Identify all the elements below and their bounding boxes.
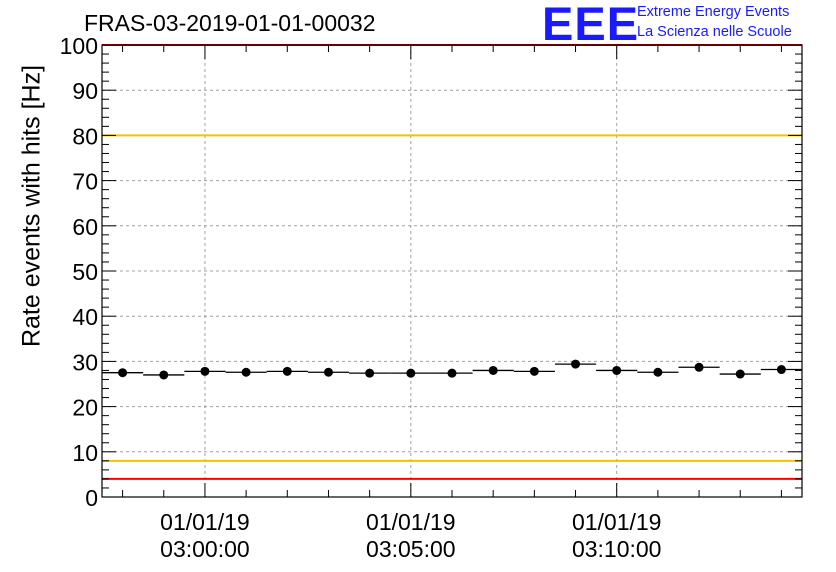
tick-labels: 010203040506070809010001/01/1903:00:0001… (60, 33, 662, 562)
data-point (241, 367, 251, 377)
x-tick-date: 01/01/19 (160, 509, 250, 535)
eee-logo: EEE (542, 0, 640, 50)
data-point (571, 359, 581, 369)
y-tick-label: 80 (72, 123, 98, 149)
data-point (365, 368, 375, 378)
data-point (118, 368, 128, 378)
x-tick-time: 03:10:00 (572, 536, 662, 562)
x-tick-time: 03:05:00 (366, 536, 456, 562)
data-point (529, 366, 539, 376)
y-tick-label: 20 (72, 395, 98, 421)
data-points (102, 359, 802, 380)
data-point (159, 370, 169, 380)
chart-title: FRAS-03-2019-01-01-00032 (84, 10, 376, 36)
y-tick-label: 50 (72, 259, 98, 285)
y-tick-label: 10 (72, 440, 98, 466)
data-point (735, 369, 745, 379)
y-tick-label: 0 (85, 485, 98, 511)
data-point (447, 368, 457, 378)
axes (101, 44, 803, 498)
y-tick-label: 60 (72, 214, 98, 240)
y-tick-label: 30 (72, 349, 98, 375)
y-tick-label: 90 (72, 78, 98, 104)
grid-lines (102, 45, 802, 497)
data-point (282, 366, 292, 376)
data-point (776, 365, 786, 375)
data-point (406, 368, 416, 378)
y-tick-label: 70 (72, 169, 98, 195)
logo-line-1: Extreme Energy Events (637, 4, 790, 20)
data-point (612, 365, 622, 375)
y-tick-label: 100 (60, 33, 98, 59)
x-tick-date: 01/01/19 (366, 509, 456, 535)
x-tick-date: 01/01/19 (572, 509, 662, 535)
logo-line-2: La Scienza nelle Scuole (637, 24, 792, 40)
data-point (694, 362, 704, 372)
y-tick-label: 40 (72, 304, 98, 330)
data-point (323, 367, 333, 377)
y-axis-label: Rate events with hits [Hz] (17, 64, 46, 348)
reference-lines (102, 44, 802, 480)
data-point (653, 367, 663, 377)
data-point (488, 365, 498, 375)
x-tick-time: 03:00:00 (160, 536, 250, 562)
data-point (200, 366, 210, 376)
